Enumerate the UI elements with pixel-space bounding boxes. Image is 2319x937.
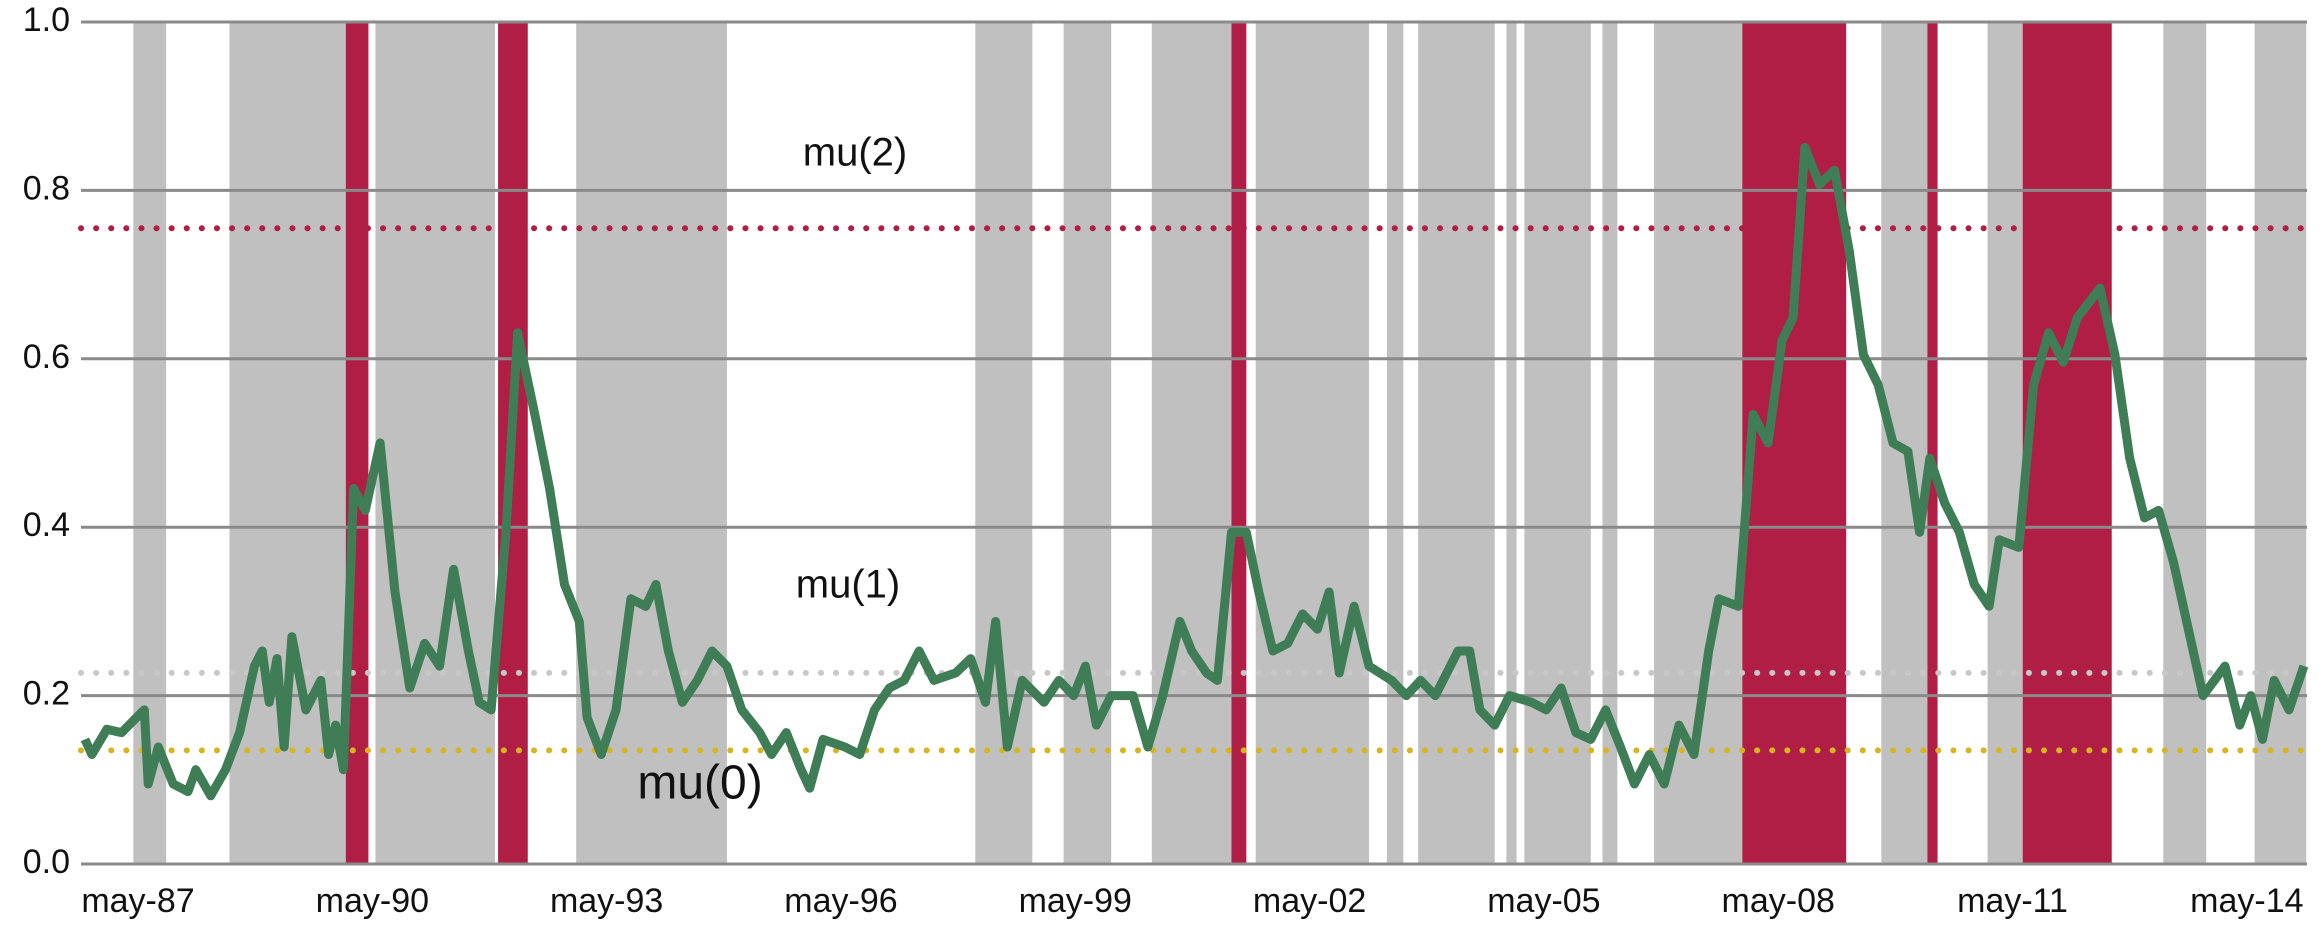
regime-band [1506, 22, 1517, 864]
regime-band [1418, 22, 1495, 864]
y-tick-label: 0.6 [23, 338, 70, 376]
regime-band [576, 22, 727, 864]
reference-label: mu(2) [803, 131, 907, 175]
regime-band [2163, 22, 2207, 864]
regime-band [1742, 22, 1847, 864]
regime-band [1602, 22, 1618, 864]
regime-band [1063, 22, 1112, 864]
x-tick-label: may-14 [2190, 882, 2303, 920]
x-tick-label: may-90 [316, 882, 429, 920]
regime-band [1524, 22, 1591, 864]
y-tick-label: 0.2 [23, 675, 70, 713]
x-tick-label: may-87 [81, 882, 194, 920]
reference-label: mu(1) [796, 563, 900, 607]
regime-band [1231, 22, 1247, 864]
x-tick-label: may-96 [784, 882, 897, 920]
y-tick-label: 0.4 [23, 506, 70, 544]
regime-band [1881, 22, 1928, 864]
x-tick-label: may-93 [550, 882, 663, 920]
y-tick-label: 0.8 [23, 169, 70, 207]
regime-band [133, 22, 167, 864]
x-tick-label: may-02 [1253, 882, 1366, 920]
regime-band [1151, 22, 1232, 864]
regime-band [1927, 22, 1938, 864]
y-tick-label: 1.0 [23, 1, 70, 39]
x-tick-label: may-99 [1019, 882, 1132, 920]
y-tick-label: 0.0 [23, 843, 70, 881]
regime-band [1255, 22, 1369, 864]
x-tick-label: may-05 [1487, 882, 1600, 920]
reference-label: mu(0) [637, 757, 762, 810]
regime-band [345, 22, 369, 864]
regime-band [1987, 22, 2023, 864]
regime-band [375, 22, 495, 864]
regime-band [1386, 22, 1404, 864]
series-line [80, 143, 2309, 801]
x-tick-label: may-11 [1957, 882, 2068, 920]
regime-band [2022, 22, 2112, 864]
x-tick-label: may-08 [1722, 882, 1835, 920]
